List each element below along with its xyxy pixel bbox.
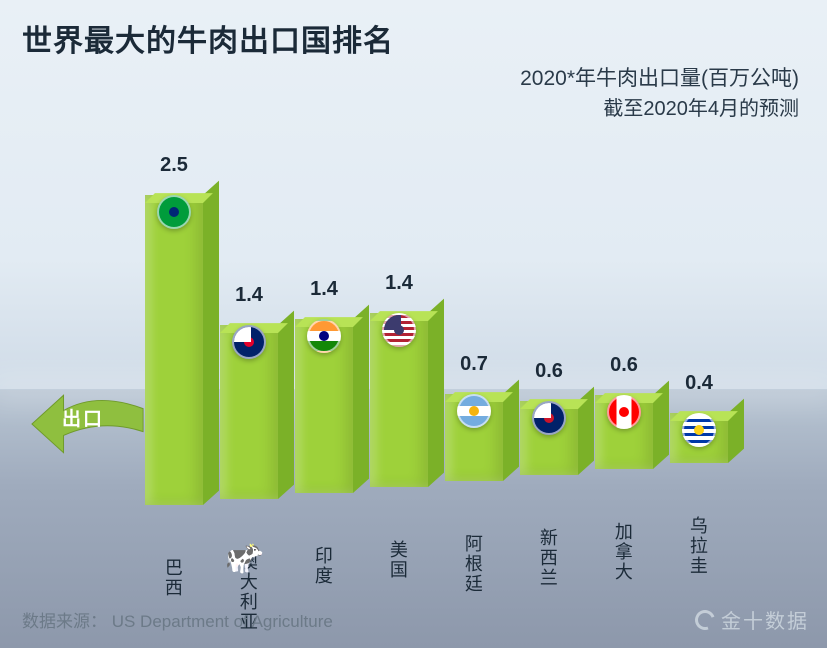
bar-label: 新西兰 xyxy=(538,528,557,588)
export-arrow-label: 出口 xyxy=(62,404,104,431)
flag-br xyxy=(157,195,191,229)
watermark: 金十数据 xyxy=(695,605,809,634)
flag-us xyxy=(382,313,416,347)
flag-in xyxy=(307,319,341,353)
bar-value: 0.6 xyxy=(584,354,664,377)
bar-value: 1.4 xyxy=(359,272,439,295)
bar-label: 加拿大 xyxy=(613,522,632,582)
chart-stage: 世界最大的牛肉出口国排名 2020*年牛肉出口量(百万公吨) 截至2020年4月… xyxy=(0,0,827,648)
cow-icon: 🐄 xyxy=(225,538,265,576)
flag-uy xyxy=(682,413,716,447)
bar-label: 乌拉圭 xyxy=(688,516,707,576)
bar-value: 0.7 xyxy=(434,353,514,376)
watermark-text: 金十数据 xyxy=(721,605,809,634)
bar-label: 阿根廷 xyxy=(463,534,482,594)
flag-ar xyxy=(457,394,491,428)
bar-group: 2.5巴西1.4澳大利亚1.4印度1.4美国0.7阿根廷0.6新西兰0.6加拿大… xyxy=(145,0,785,560)
flag-au xyxy=(232,325,266,359)
data-source: 数据来源： US Department of Agriculture xyxy=(22,607,333,632)
bar-value: 0.6 xyxy=(509,360,589,383)
bar-br xyxy=(145,195,203,505)
bar-label: 印度 xyxy=(313,546,332,586)
flag-nz xyxy=(532,401,566,435)
bar-value: 0.4 xyxy=(659,372,739,395)
bar-value: 1.4 xyxy=(284,278,364,301)
flag-ca xyxy=(607,395,641,429)
watermark-icon xyxy=(692,606,719,633)
bar-label: 巴西 xyxy=(163,558,182,598)
bar-value: 1.4 xyxy=(209,284,289,307)
bar-value: 2.5 xyxy=(134,154,214,177)
bar-label: 美国 xyxy=(388,540,407,580)
